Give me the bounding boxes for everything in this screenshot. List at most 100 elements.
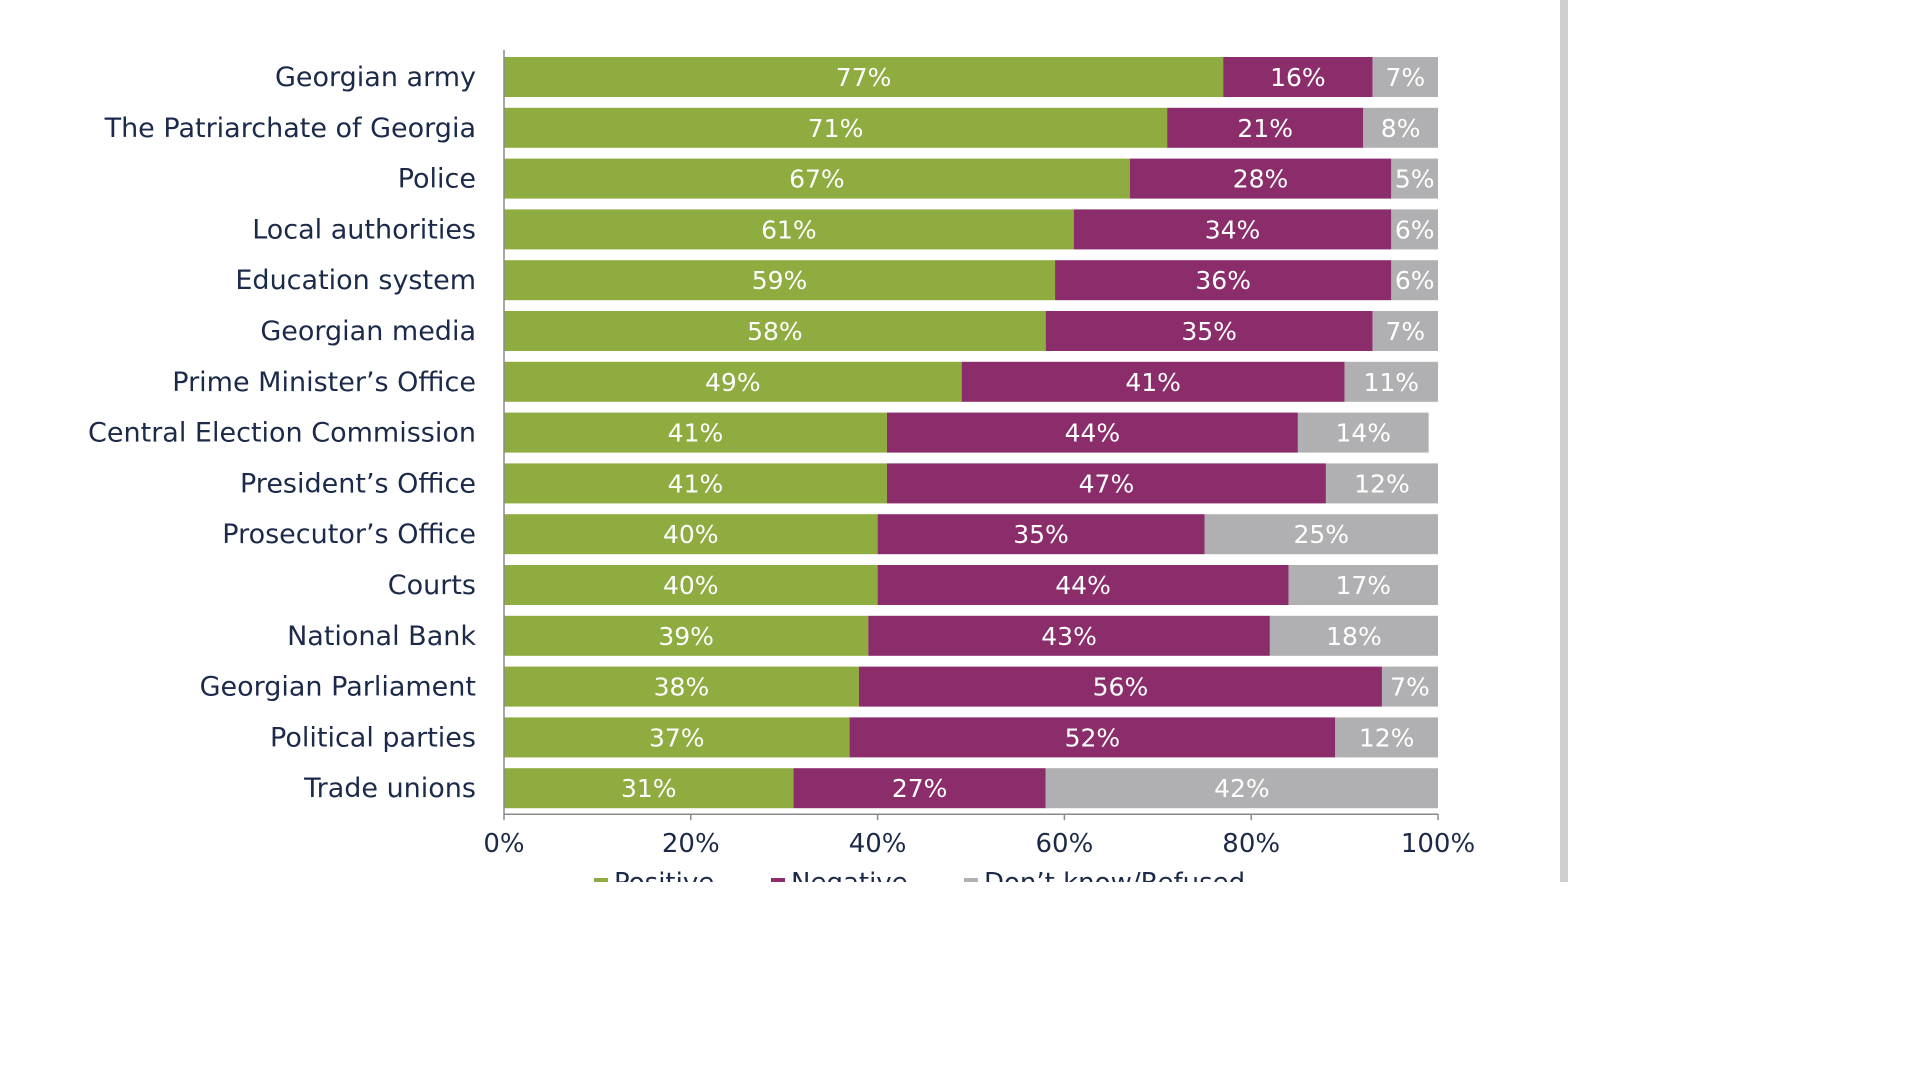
data-label: 14%: [1335, 419, 1391, 448]
data-label: 31%: [621, 774, 677, 803]
data-label: 18%: [1326, 622, 1382, 651]
data-label: 41%: [1125, 368, 1181, 397]
data-label: 25%: [1293, 520, 1349, 549]
data-label: 38%: [654, 673, 710, 702]
bar-segment-negative: [1129, 158, 1392, 199]
data-label: 49%: [705, 368, 761, 397]
data-label: 16%: [1270, 63, 1326, 92]
data-label: 41%: [668, 469, 724, 498]
bar-segment-don-t-know-refused: [1381, 666, 1438, 707]
data-label: 35%: [1181, 317, 1237, 346]
data-label: 59%: [752, 266, 808, 295]
bar-segment-negative: [886, 412, 1298, 453]
bar-segment-don-t-know-refused: [1344, 361, 1438, 402]
data-label: 17%: [1335, 571, 1391, 600]
bar-segment-positive: [504, 615, 869, 656]
bar-segment-don-t-know-refused: [1269, 615, 1438, 656]
data-label: 36%: [1195, 266, 1251, 295]
category-label: Central Election Commission: [88, 418, 476, 449]
bar-segment-positive: [504, 768, 794, 809]
bar-segment-don-t-know-refused: [1045, 768, 1438, 809]
x-tick-label: 60%: [1036, 829, 1094, 859]
data-label: 44%: [1065, 419, 1121, 448]
data-label: 43%: [1041, 622, 1097, 651]
legend-label: Positive: [614, 868, 714, 882]
bar-segment-negative: [1055, 260, 1392, 301]
category-label: National Bank: [287, 621, 476, 652]
data-label: 7%: [1390, 673, 1430, 702]
window-edge: [1560, 0, 1568, 882]
bar-segment-negative: [868, 615, 1270, 656]
data-label: 34%: [1205, 215, 1261, 244]
data-label: 37%: [649, 723, 705, 752]
bars-group: 77% 16% 7% 71% 21% 8% 67% 28% 5% 61% 34% 6% 59% 36% 6%…: [504, 57, 1438, 809]
data-label: 40%: [663, 520, 719, 549]
bar-segment-negative: [793, 768, 1046, 809]
x-tick-label: 100%: [1401, 829, 1475, 859]
bar-segment-positive: [504, 565, 878, 605]
x-tick-label: 40%: [849, 829, 907, 859]
bar-segment-negative: [1073, 209, 1392, 250]
bar-segment-negative: [877, 565, 1289, 605]
data-label: 12%: [1354, 469, 1410, 498]
data-label: 58%: [747, 317, 803, 346]
data-label: 61%: [761, 215, 817, 244]
legend-swatch: [964, 878, 978, 882]
bar-segment-positive: [504, 361, 962, 402]
data-label: 52%: [1065, 723, 1121, 752]
data-label: 40%: [663, 571, 719, 600]
bar-segment-don-t-know-refused: [1204, 514, 1438, 555]
data-label: 7%: [1385, 317, 1425, 346]
bar-segment-positive: [504, 311, 1046, 351]
category-label: Political parties: [270, 722, 476, 753]
category-label: Local authorities: [252, 214, 476, 245]
data-label: 44%: [1055, 571, 1111, 600]
bar-segment-positive: [504, 717, 850, 758]
bar-segment-negative: [961, 361, 1345, 402]
bar-segment-negative: [1223, 57, 1373, 97]
legend-label: Don’t know/Refused: [984, 868, 1245, 882]
bar-segment-positive: [504, 260, 1056, 301]
category-label: Police: [398, 164, 476, 195]
stacked-bar-chart: 77% 16% 7% 71% 21% 8% 67% 28% 5% 61% 34% 6% 59% 36% 6%…: [88, 50, 1475, 882]
data-label: 39%: [658, 622, 714, 651]
bar-segment-don-t-know-refused: [1297, 412, 1429, 453]
bar-segment-don-t-know-refused: [1372, 57, 1438, 97]
bar-segment-negative: [849, 717, 1336, 758]
bar-segment-don-t-know-refused: [1372, 311, 1438, 351]
category-label: Georgian media: [260, 316, 476, 347]
bar-segment-positive: [504, 666, 859, 707]
data-label: 12%: [1359, 723, 1415, 752]
bar-segment-don-t-know-refused: [1363, 107, 1438, 148]
data-label: 42%: [1214, 774, 1270, 803]
bar-segment-negative: [877, 514, 1205, 555]
data-label: 71%: [808, 114, 864, 143]
category-label: Courts: [388, 570, 476, 601]
bar-segment-positive: [504, 57, 1224, 97]
bar-segment-negative: [886, 463, 1326, 504]
data-label: 6%: [1395, 215, 1435, 244]
bar-segment-negative: [858, 666, 1382, 707]
bar-segment-don-t-know-refused: [1288, 565, 1438, 605]
bar-segment-don-t-know-refused: [1335, 717, 1438, 758]
category-label: Georgian Parliament: [200, 672, 476, 703]
data-label: 11%: [1364, 368, 1420, 397]
data-label: 41%: [668, 419, 724, 448]
category-label: Education system: [235, 265, 476, 296]
bar-segment-positive: [504, 412, 887, 453]
legend-swatch: [594, 878, 608, 882]
data-label: 6%: [1395, 266, 1435, 295]
category-label: Prosecutor’s Office: [222, 519, 476, 550]
data-label: 67%: [789, 165, 845, 194]
bar-segment-don-t-know-refused: [1391, 158, 1438, 199]
bar-segment-positive: [504, 209, 1074, 250]
x-tick-label: 0%: [483, 829, 524, 859]
data-label: 28%: [1233, 165, 1289, 194]
data-label: 35%: [1013, 520, 1069, 549]
data-label: 21%: [1237, 114, 1293, 143]
category-label: President’s Office: [240, 468, 476, 499]
bar-segment-positive: [504, 158, 1130, 199]
data-label: 56%: [1093, 673, 1149, 702]
bar-segment-don-t-know-refused: [1391, 260, 1438, 301]
x-tick-label: 80%: [1222, 829, 1280, 859]
